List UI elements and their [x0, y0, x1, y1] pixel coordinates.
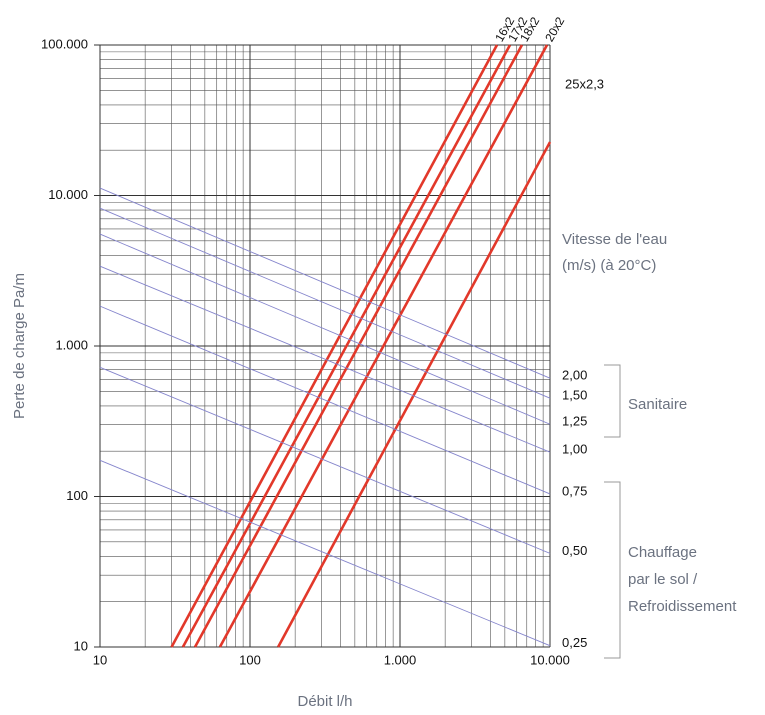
annotation: Vitesse de l'eau: [562, 231, 667, 248]
y-axis-title: Perte de charge Pa/m: [11, 273, 28, 419]
pipe-line: [181, 44, 512, 648]
velocity-line: [99, 366, 551, 554]
y-tick-label: 1.000: [55, 337, 88, 352]
velocity-line: [99, 233, 551, 425]
velocity-line: [99, 187, 551, 379]
x-axis-title: Débit l/h: [297, 693, 352, 710]
velocity-label: 1,25: [562, 414, 587, 429]
bracket: [604, 364, 621, 438]
velocity-label: 0,25: [562, 635, 587, 650]
velocity-label: 0,75: [562, 483, 587, 498]
pipe-line: [276, 141, 552, 648]
velocity-label: 2,00: [562, 368, 587, 383]
x-tick-label: 10: [93, 652, 107, 667]
y-tick-label: 10.000: [48, 187, 88, 202]
pipe-label: 20x2: [542, 14, 567, 44]
x-tick-label: 1.000: [384, 652, 417, 667]
group-label: Refroidissement: [628, 598, 737, 615]
group-label: Chauffage: [628, 544, 697, 561]
x-tick-label: 10.000: [530, 652, 570, 667]
velocity-line: [99, 305, 551, 495]
y-tick-label: 10: [74, 638, 88, 653]
pipe-line: [218, 44, 549, 648]
group-label: Sanitaire: [628, 396, 687, 413]
group-label: par le sol /: [628, 571, 698, 588]
y-tick-label: 100: [66, 488, 88, 503]
pipe-label: 25x2,3: [565, 76, 604, 91]
pipe-line: [170, 44, 499, 648]
velocity-label: 1,50: [562, 388, 587, 403]
y-tick-label: 100.000: [41, 36, 88, 51]
velocity-label: 0,50: [562, 543, 587, 558]
velocity-label: 1,00: [562, 442, 587, 457]
velocity-line: [99, 265, 551, 453]
velocity-line: [99, 459, 551, 647]
pipe-line: [193, 44, 524, 648]
x-tick-label: 100: [239, 652, 261, 667]
annotation: (m/s) (à 20°C): [562, 257, 656, 274]
bracket: [604, 481, 621, 659]
velocity-line: [99, 207, 551, 399]
